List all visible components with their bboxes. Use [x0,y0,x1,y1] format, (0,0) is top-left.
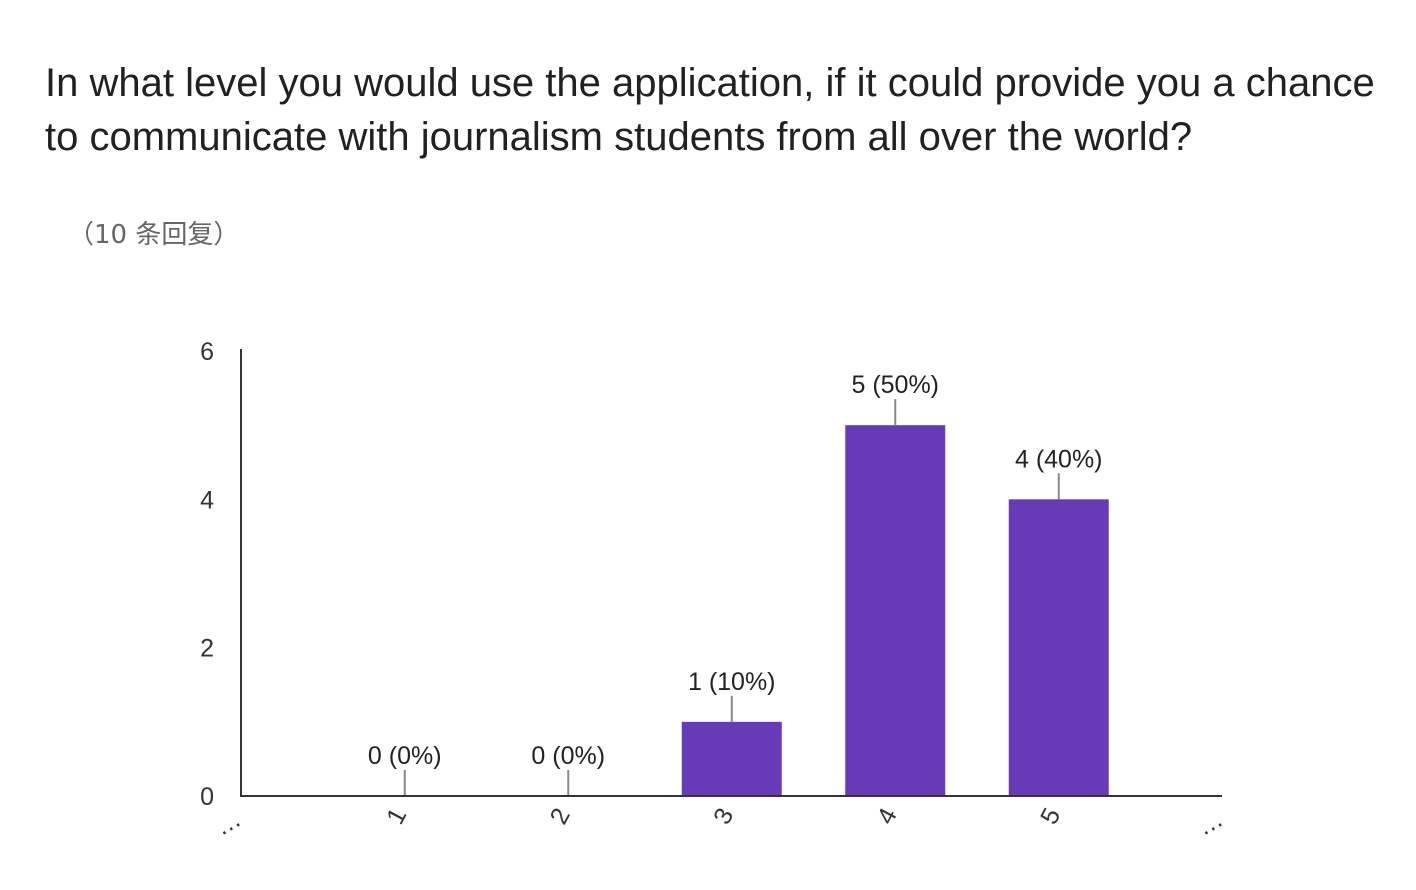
y-axis-ticks: 0 2 4 6 [200,338,214,811]
y-tick-label: 0 [200,783,214,811]
y-tick-label: 2 [200,635,214,663]
x-tick-label: 2 [545,804,576,829]
x-axis-overflow-marker: … [210,805,246,842]
x-axis-ticks: 1 2 3 4 5 [381,803,1066,829]
data-labels: 0 (0%) 0 (0%) 1 (10%) 5 (50%) 4 (40%) [368,371,1103,770]
x-tick-label: 5 [1035,804,1066,829]
data-label: 4 (40%) [1015,445,1103,473]
bar [1008,499,1109,796]
data-label: 0 (0%) [531,742,605,770]
data-label: 5 (50%) [851,371,939,399]
x-tick-label: 1 [381,804,412,829]
x-tick-label: 4 [872,803,903,829]
y-tick-label: 4 [200,486,214,514]
data-label: 0 (0%) [368,742,442,770]
x-tick-label: 3 [708,804,739,829]
question-title: In what level you would use the applicat… [45,61,1375,159]
x-axis-overflow-marker: … [1192,805,1228,842]
response-count: （10 条回复） [68,220,240,250]
y-tick-label: 6 [200,338,214,366]
bar [845,425,946,796]
data-label: 1 (10%) [688,668,776,696]
bar [681,721,782,796]
data-label-leaders [403,399,1060,796]
bars [681,425,1109,796]
